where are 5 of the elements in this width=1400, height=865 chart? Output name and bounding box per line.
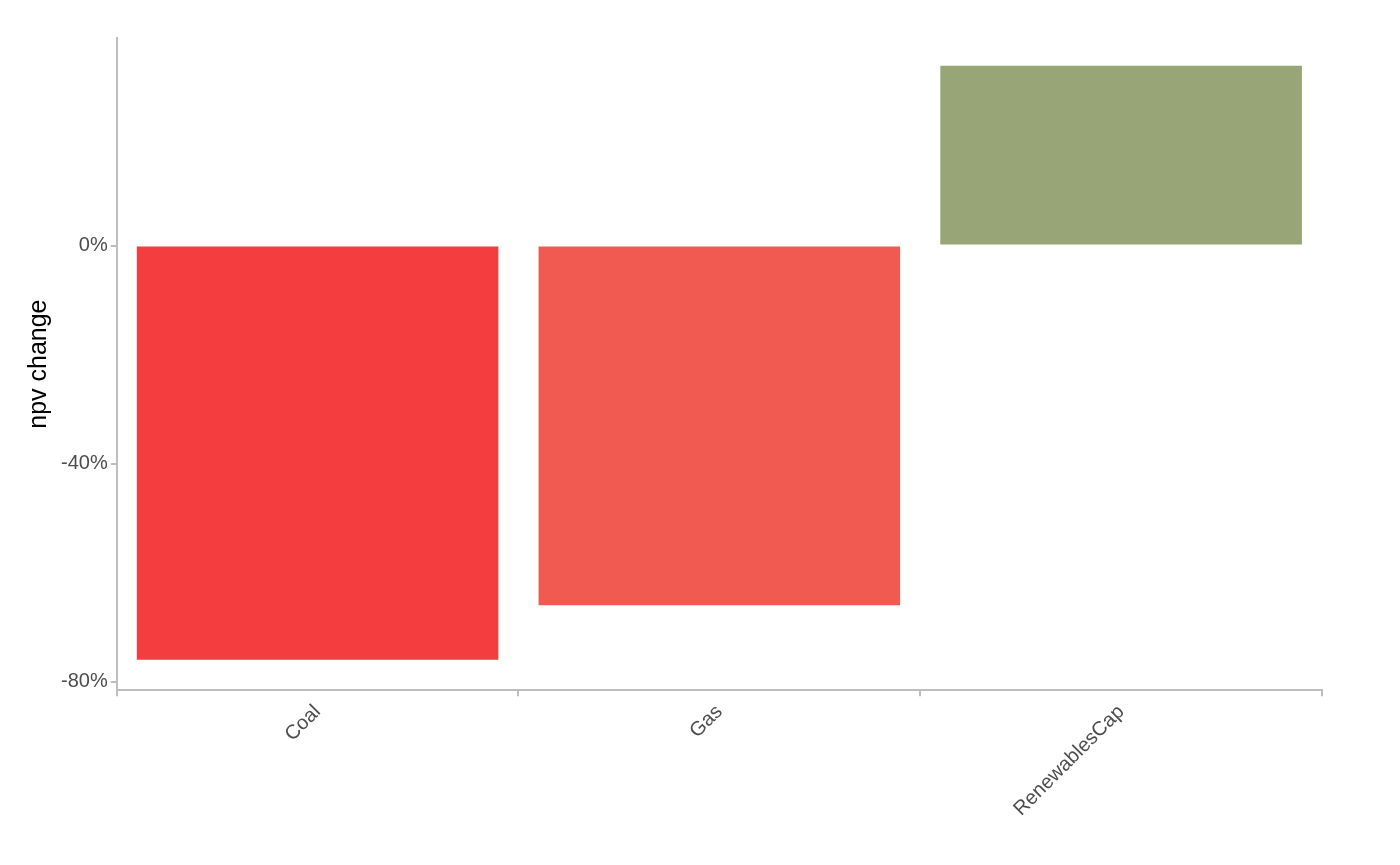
y-axis-title: npv change xyxy=(22,299,51,429)
y-tick-label: 0% xyxy=(78,233,108,256)
y-tick-label: -40% xyxy=(60,451,108,474)
x-tick-label: Gas xyxy=(684,699,727,742)
y-tick-label: -80% xyxy=(60,669,108,692)
